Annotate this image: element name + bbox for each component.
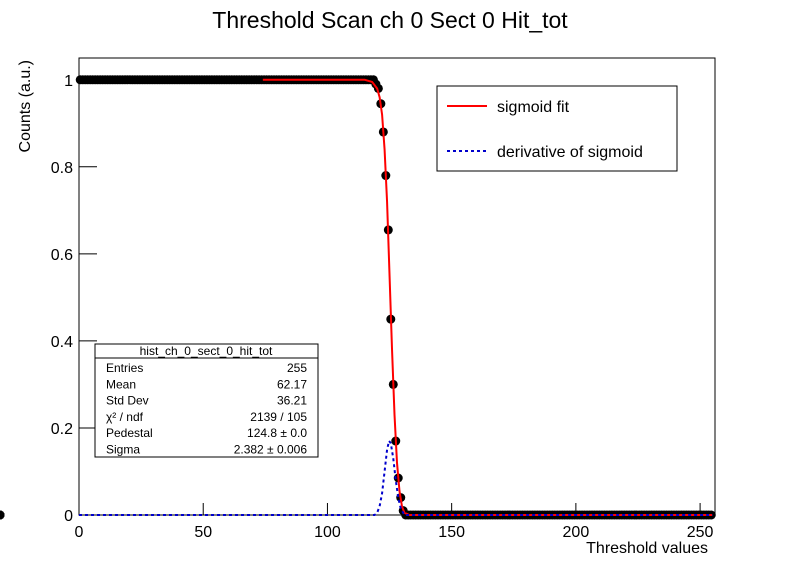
y-tick-label: 0.4 bbox=[51, 334, 73, 351]
stats-label: Sigma bbox=[106, 443, 140, 457]
y-tick-label: 0.2 bbox=[51, 421, 73, 438]
x-tick-label: 200 bbox=[563, 524, 590, 541]
stats-value: 2.382 ± 0.006 bbox=[234, 443, 308, 457]
stats-label: Entries bbox=[106, 361, 143, 375]
x-axis-label: Threshold values bbox=[586, 540, 708, 557]
x-tick-label: 100 bbox=[314, 524, 341, 541]
stats-label: Pedestal bbox=[106, 426, 153, 440]
stats-value: 255 bbox=[287, 361, 307, 375]
data-point bbox=[0, 510, 5, 520]
stats-label: χ² / ndf bbox=[106, 410, 144, 424]
legend-box bbox=[436, 85, 678, 172]
y-tick-label: 0.6 bbox=[51, 247, 73, 264]
y-tick-label: 0 bbox=[64, 508, 73, 525]
x-tick-label: 250 bbox=[687, 524, 714, 541]
x-tick-label: 50 bbox=[194, 524, 212, 541]
stats-title: hist_ch_0_sect_0_hit_tot bbox=[140, 344, 273, 358]
stats-value: 124.8 ± 0.0 bbox=[247, 426, 307, 440]
derivative-line bbox=[79, 438, 713, 516]
y-tick-label: 0.8 bbox=[51, 160, 73, 177]
y-axis-label: Counts (a.u.) bbox=[17, 60, 34, 152]
stats-box bbox=[94, 343, 319, 458]
plot-frame bbox=[78, 57, 716, 516]
chart-title: Threshold Scan ch 0 Sect 0 Hit_tot bbox=[212, 7, 568, 33]
stats-label: Std Dev bbox=[106, 394, 149, 408]
stats-value: 62.17 bbox=[277, 377, 307, 391]
stats-value: 2139 / 105 bbox=[250, 410, 307, 424]
legend-label: derivative of sigmoid bbox=[497, 144, 643, 161]
stats-label: Mean bbox=[106, 377, 136, 391]
stats-value: 36.21 bbox=[277, 394, 307, 408]
y-tick-label: 1 bbox=[64, 73, 73, 90]
legend-label: sigmoid fit bbox=[497, 99, 570, 116]
x-tick-label: 0 bbox=[75, 524, 84, 541]
x-tick-label: 150 bbox=[438, 524, 465, 541]
fit-line bbox=[262, 78, 713, 516]
